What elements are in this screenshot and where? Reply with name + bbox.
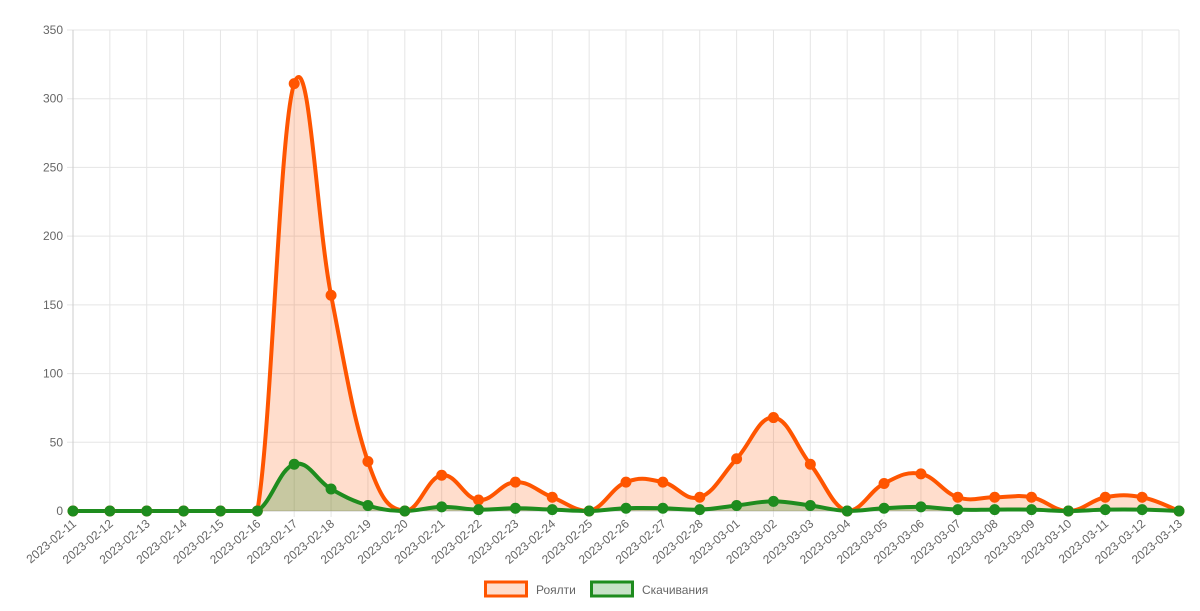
data-point[interactable] (1173, 505, 1185, 517)
data-point[interactable] (251, 505, 263, 517)
data-point[interactable] (214, 505, 226, 517)
data-point[interactable] (399, 505, 411, 517)
data-point[interactable] (657, 476, 669, 488)
data-point[interactable] (362, 456, 374, 468)
data-point[interactable] (1136, 491, 1148, 503)
data-point[interactable] (804, 500, 816, 512)
data-point[interactable] (1062, 505, 1074, 517)
legend-item-1[interactable]: Скачивания (590, 580, 709, 598)
legend-label: Роялти (536, 583, 576, 597)
series-points (67, 78, 1185, 517)
legend-swatch (484, 580, 528, 598)
data-point[interactable] (436, 469, 448, 481)
legend-swatch (590, 580, 634, 598)
data-point[interactable] (546, 504, 558, 516)
data-point[interactable] (1099, 504, 1111, 516)
data-point[interactable] (989, 491, 1001, 503)
data-point[interactable] (694, 491, 706, 503)
data-point[interactable] (731, 453, 743, 465)
data-point[interactable] (620, 502, 632, 514)
y-tick-label: 250 (43, 160, 63, 174)
series-area-0 (73, 76, 1179, 511)
data-point[interactable] (1026, 504, 1038, 516)
data-point[interactable] (952, 504, 964, 516)
y-tick-label: 50 (50, 435, 64, 449)
legend[interactable]: Роялти Скачивания (484, 580, 709, 598)
x-tick-labels: 2023-02-112023-02-122023-02-132023-02-14… (24, 516, 1186, 566)
data-point[interactable] (1136, 504, 1148, 516)
data-point[interactable] (620, 476, 632, 488)
data-point[interactable] (473, 494, 485, 506)
data-point[interactable] (1026, 491, 1038, 503)
data-point[interactable] (1099, 491, 1111, 503)
data-point[interactable] (325, 483, 337, 495)
data-point[interactable] (915, 468, 927, 480)
y-tick-label: 100 (43, 367, 63, 381)
data-point[interactable] (915, 501, 927, 513)
data-point[interactable] (473, 504, 485, 516)
data-point[interactable] (178, 505, 190, 517)
series-line-0 (73, 75, 1180, 513)
data-point[interactable] (546, 491, 558, 503)
data-point[interactable] (509, 502, 521, 514)
data-point[interactable] (288, 78, 300, 90)
data-point[interactable] (767, 495, 779, 507)
y-tick-labels: 0 50 100 150 200 250 300 350 (43, 23, 63, 518)
data-point[interactable] (362, 500, 374, 512)
data-point[interactable] (878, 478, 890, 490)
data-point[interactable] (657, 502, 669, 514)
legend-item-0[interactable]: Роялти (484, 580, 576, 598)
data-point[interactable] (583, 505, 595, 517)
data-point[interactable] (767, 412, 779, 424)
data-point[interactable] (804, 458, 816, 470)
data-point[interactable] (325, 289, 337, 301)
data-point[interactable] (67, 505, 79, 517)
data-point[interactable] (509, 476, 521, 488)
data-point[interactable] (878, 502, 890, 514)
data-point[interactable] (288, 458, 300, 470)
data-point[interactable] (952, 491, 964, 503)
data-point[interactable] (436, 501, 448, 513)
y-tick-label: 150 (43, 298, 63, 312)
data-point[interactable] (841, 505, 853, 517)
data-point[interactable] (989, 504, 1001, 516)
legend-label: Скачивания (642, 583, 708, 597)
data-point[interactable] (694, 504, 706, 516)
data-point[interactable] (731, 500, 743, 512)
y-tick-label: 300 (43, 92, 63, 106)
data-point[interactable] (141, 505, 153, 517)
y-tick-label: 0 (56, 504, 63, 518)
y-tick-label: 350 (43, 23, 63, 37)
y-tick-label: 200 (43, 229, 63, 243)
grid (67, 29, 1180, 517)
data-point[interactable] (104, 505, 116, 517)
